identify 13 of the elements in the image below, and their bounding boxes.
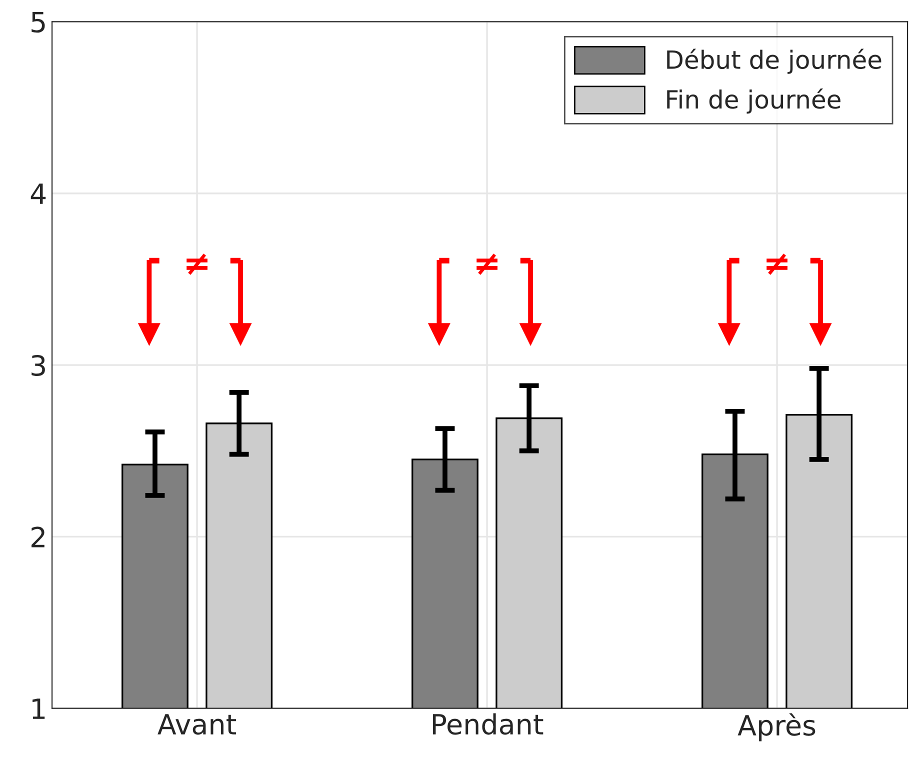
annotation: ≠ (186, 254, 208, 275)
x-tick-label: Après (738, 713, 816, 742)
legend-label: Début de journée (667, 48, 882, 74)
y-tick-label: 4 (30, 184, 46, 204)
x-tick-label: Avant (158, 714, 236, 735)
y-tick-label: 5 (32, 12, 45, 33)
annotation: ≠ (476, 254, 498, 275)
legend-label: Fin de journée (667, 88, 840, 114)
x-tick-label: Pendant (432, 713, 544, 735)
y-tick-label: 1 (32, 698, 45, 719)
annotation: ≠ (766, 254, 788, 275)
y-tick-label: 3 (32, 354, 45, 376)
y-tick-label: 2 (32, 526, 44, 548)
